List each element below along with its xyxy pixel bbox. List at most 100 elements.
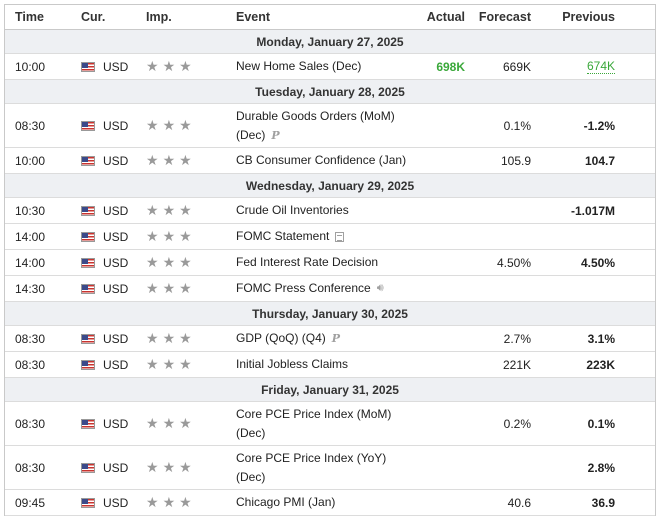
- previous-value: 0.1%: [587, 416, 615, 431]
- star-icon: ★: [146, 280, 159, 296]
- table-row[interactable]: 14:00 USD ★ ★ ★ Fed Interest Rate Decision…: [5, 250, 655, 276]
- table-row[interactable]: 08:30 USD ★ ★ ★ Initial Jobless Claims 221…: [5, 352, 655, 378]
- table-row[interactable]: 10:30 USD ★ ★ ★ Crude Oil Inventories -1.0…: [5, 198, 655, 224]
- event-currency: USD: [103, 255, 129, 270]
- importance-rating: ★ ★ ★: [146, 104, 196, 147]
- us-flag-icon: [81, 231, 95, 242]
- star-icon: ★: [146, 228, 159, 244]
- forecast-value: 669K: [502, 59, 531, 74]
- importance-rating: ★ ★ ★: [146, 54, 196, 79]
- star-icon: ★: [162, 228, 176, 244]
- star-icon: ★: [179, 202, 192, 218]
- importance-rating: ★ ★ ★: [146, 198, 196, 223]
- table-row[interactable]: 14:30 USD ★ ★ ★ FOMC Press Conference 🔊︎: [5, 276, 655, 302]
- table-row[interactable]: 10:00 USD ★ ★ ★ CB Consumer Confidence (Ja…: [5, 148, 655, 174]
- table-row[interactable]: 09:45 USD ★ ★ ★ Chicago PMI (Jan) 40.6 36.…: [5, 490, 655, 516]
- star-icon: ★: [146, 330, 159, 346]
- header-time[interactable]: Time: [15, 10, 44, 24]
- star-icon: ★: [162, 459, 176, 475]
- header-importance[interactable]: Imp.: [146, 10, 172, 24]
- speaker-icon[interactable]: 🔊︎: [376, 282, 384, 294]
- event-currency: USD: [103, 495, 129, 510]
- us-flag-icon: [81, 333, 95, 344]
- us-flag-icon: [81, 283, 95, 294]
- table-row[interactable]: 10:00 USD ★ ★ ★ New Home Sales (Dec) 698K …: [5, 54, 655, 80]
- star-icon: ★: [179, 254, 192, 270]
- star-icon: ★: [162, 202, 176, 218]
- event-name[interactable]: Durable Goods Orders (MoM): [236, 108, 395, 123]
- star-icon: ★: [146, 58, 159, 74]
- header-currency[interactable]: Cur.: [81, 10, 106, 24]
- event-time: 10:00: [15, 153, 46, 168]
- document-icon[interactable]: [335, 231, 345, 242]
- event-name[interactable]: Crude Oil Inventories: [236, 203, 349, 217]
- event-name[interactable]: Fed Interest Rate Decision: [236, 255, 379, 269]
- us-flag-icon: [81, 497, 95, 508]
- event-name[interactable]: Core PCE Price Index (YoY): [236, 450, 387, 465]
- forecast-value: 2.7%: [503, 331, 531, 346]
- star-icon: ★: [146, 415, 159, 431]
- table-row[interactable]: 08:30 USD ★ ★ ★ Durable Goods Orders (MoM)…: [5, 104, 655, 148]
- previous-value: 104.7: [584, 153, 615, 168]
- event-currency: USD: [103, 59, 129, 74]
- event-name[interactable]: CB Consumer Confidence (Jan): [236, 153, 407, 167]
- event-time: 08:30: [15, 331, 46, 346]
- star-icon: ★: [162, 280, 176, 296]
- star-icon: ★: [146, 356, 159, 372]
- event-time: 08:30: [15, 357, 46, 372]
- event-time: 10:00: [15, 59, 46, 74]
- event-name-line2[interactable]: (Dec): [236, 469, 266, 484]
- previous-value[interactable]: 674K: [586, 59, 615, 74]
- table-row[interactable]: 08:30 USD ★ ★ ★ Core PCE Price Index (YoY)…: [5, 446, 655, 490]
- importance-rating: ★ ★ ★: [146, 148, 196, 173]
- preliminary-icon: P: [331, 332, 341, 345]
- us-flag-icon: [81, 61, 95, 72]
- event-currency: USD: [103, 203, 129, 218]
- event-currency: USD: [103, 331, 129, 346]
- star-icon: ★: [146, 494, 159, 510]
- event-time: 08:30: [15, 118, 46, 133]
- header-actual[interactable]: Actual: [426, 10, 465, 24]
- event-name[interactable]: Core PCE Price Index (MoM): [236, 406, 392, 421]
- star-icon: ★: [162, 117, 176, 133]
- importance-rating: ★ ★ ★: [146, 446, 196, 489]
- event-currency: USD: [103, 357, 129, 372]
- header-event[interactable]: Event: [236, 9, 271, 24]
- importance-rating: ★ ★ ★: [146, 352, 196, 377]
- event-name[interactable]: GDP (QoQ) (Q4): [236, 331, 326, 345]
- table-row[interactable]: 08:30 USD ★ ★ ★ GDP (QoQ) (Q4) P 2.7% 3.1%: [5, 326, 655, 352]
- table-header: Time Cur. Imp. Event Actual Forecast Pre…: [5, 5, 655, 30]
- event-name[interactable]: FOMC Press Conference: [236, 281, 371, 295]
- header-previous[interactable]: Previous: [562, 10, 615, 24]
- forecast-value: 4.50%: [496, 255, 531, 270]
- actual-value: 698K: [436, 59, 465, 74]
- event-name[interactable]: FOMC Statement: [236, 229, 330, 243]
- importance-rating: ★ ★ ★: [146, 326, 196, 351]
- event-name[interactable]: Initial Jobless Claims: [236, 357, 349, 371]
- importance-rating: ★ ★ ★: [146, 276, 196, 301]
- previous-value: 36.9: [591, 495, 615, 510]
- star-icon: ★: [179, 228, 192, 244]
- star-icon: ★: [179, 280, 192, 296]
- event-name[interactable]: New Home Sales (Dec): [236, 59, 362, 73]
- us-flag-icon: [81, 205, 95, 216]
- event-name-line2[interactable]: (Dec): [236, 127, 266, 142]
- forecast-value: 0.2%: [503, 416, 531, 431]
- event-time: 14:30: [15, 281, 46, 296]
- star-icon: ★: [179, 152, 192, 168]
- header-forecast[interactable]: Forecast: [478, 10, 531, 24]
- star-icon: ★: [162, 356, 176, 372]
- table-row[interactable]: 08:30 USD ★ ★ ★ Core PCE Price Index (MoM)…: [5, 402, 655, 446]
- previous-value: 2.8%: [587, 460, 615, 475]
- event-time: 08:30: [15, 416, 46, 431]
- event-name-line2[interactable]: (Dec): [236, 425, 266, 440]
- event-currency: USD: [103, 416, 129, 431]
- importance-rating: ★ ★ ★: [146, 224, 196, 249]
- star-icon: ★: [162, 152, 176, 168]
- table-row[interactable]: 14:00 USD ★ ★ ★ FOMC Statement: [5, 224, 655, 250]
- event-name[interactable]: Chicago PMI (Jan): [236, 495, 336, 509]
- day-header: Tuesday, January 28, 2025: [5, 80, 655, 104]
- star-icon: ★: [179, 330, 192, 346]
- preliminary-icon: P: [271, 128, 280, 142]
- previous-value: -1.2%: [583, 118, 615, 133]
